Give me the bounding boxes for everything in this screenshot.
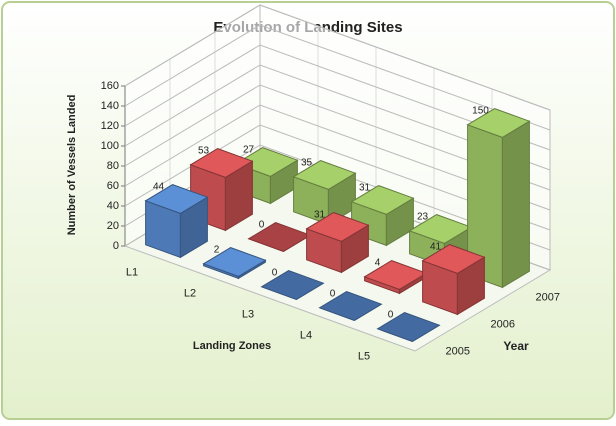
bar-top — [260, 270, 325, 300]
depth-tick-label: 2006 — [491, 318, 515, 330]
bar-top — [350, 185, 415, 215]
bar-top — [376, 312, 441, 342]
bar — [376, 312, 441, 342]
data-label: 53 — [198, 146, 210, 157]
data-label: 2 — [214, 245, 220, 256]
data-label: 41 — [430, 242, 442, 253]
bar — [292, 160, 357, 226]
bar-top — [466, 108, 531, 138]
x-tick-label: L1 — [126, 266, 138, 278]
x-tick-label: L3 — [242, 308, 254, 320]
data-label: 44 — [153, 182, 165, 193]
x-tick-label: L4 — [300, 329, 312, 341]
bar — [466, 108, 531, 289]
bar — [305, 212, 370, 274]
bar-top — [292, 160, 357, 190]
depth-axis-title: Year — [503, 339, 529, 353]
depth-tick-label: 2007 — [536, 291, 560, 303]
data-label: 0 — [330, 289, 336, 300]
y-axis-title: Number of Vessels Landed — [66, 95, 78, 236]
bar — [144, 184, 209, 259]
data-label: 35 — [301, 158, 313, 169]
y-tick-label: 0 — [113, 240, 119, 252]
y-tick-label: 80 — [107, 160, 119, 172]
x-axis-title: Landing Zones — [193, 340, 271, 352]
x-tick-label: L5 — [358, 350, 370, 362]
y-tick-label: 20 — [107, 220, 119, 232]
bar-top — [144, 184, 209, 214]
bar-top — [421, 244, 486, 274]
y-tick-label: 120 — [101, 120, 119, 132]
data-label: 150 — [472, 106, 489, 117]
grid-line — [124, 104, 551, 211]
bar-top — [202, 247, 267, 277]
bar-side — [501, 120, 530, 289]
bar — [363, 260, 428, 295]
bar-top — [318, 291, 383, 321]
bar-top — [189, 148, 254, 178]
data-label: 31 — [359, 183, 371, 194]
grid-line — [124, 84, 551, 191]
bar — [318, 291, 383, 321]
data-label: 23 — [417, 212, 429, 223]
bar — [202, 247, 267, 280]
y-tick-label: 140 — [101, 100, 119, 112]
x-tick-label: L2 — [184, 287, 196, 299]
data-label: 0 — [259, 220, 265, 231]
data-label: 27 — [243, 145, 255, 156]
grid-line — [124, 24, 551, 131]
data-label: 0 — [388, 310, 394, 321]
grid-line — [124, 124, 551, 231]
data-label: 4 — [375, 258, 381, 269]
grid-line — [124, 44, 551, 151]
grid-line — [124, 64, 551, 171]
bar — [421, 244, 486, 316]
grid-line — [124, 4, 551, 111]
bar-top — [305, 212, 370, 242]
depth-tick-label: 2005 — [446, 345, 470, 357]
y-tick-label: 40 — [107, 200, 119, 212]
bar — [260, 270, 325, 300]
y-tick-label: 60 — [107, 180, 119, 192]
y-tick-label: 100 — [101, 140, 119, 152]
bar — [247, 222, 312, 252]
data-label: 31 — [314, 210, 326, 221]
y-tick-label: 160 — [101, 80, 119, 92]
data-label: 0 — [272, 268, 278, 279]
